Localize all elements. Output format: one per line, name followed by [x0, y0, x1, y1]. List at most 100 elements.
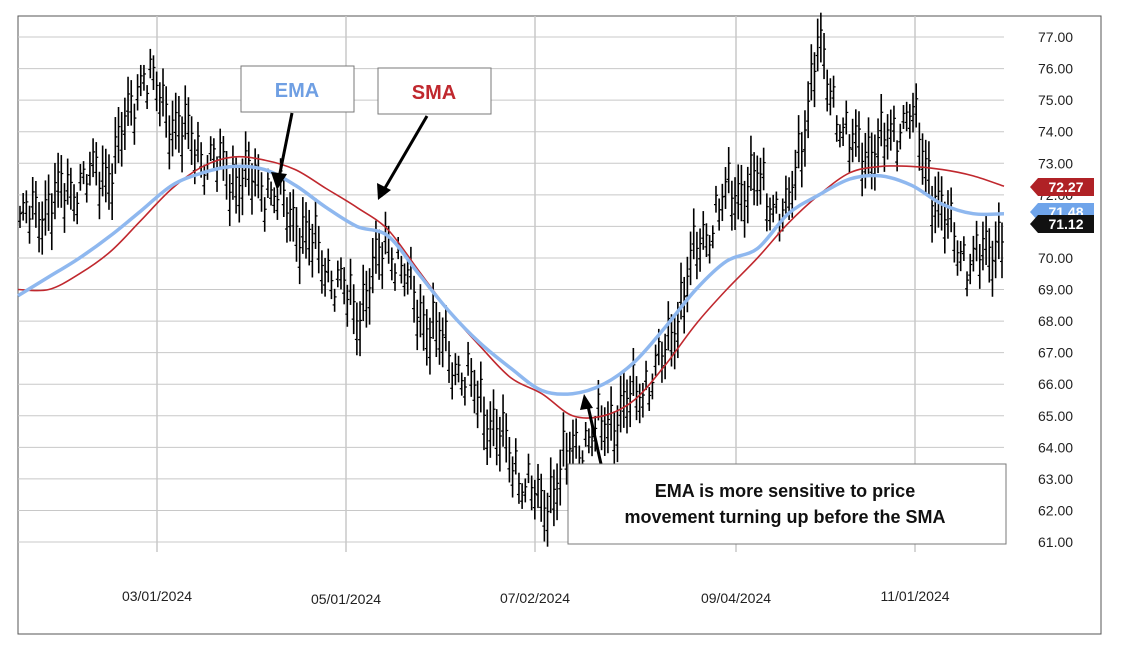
price-bar	[713, 185, 718, 213]
price-bar	[202, 164, 207, 195]
price-bar	[933, 176, 938, 234]
price-bar	[62, 183, 67, 233]
price-bar	[885, 114, 890, 160]
price-bar	[844, 100, 849, 135]
price-bar	[161, 68, 166, 117]
sma-label-box	[377, 67, 492, 115]
price-bar	[30, 177, 35, 220]
sensitivity-callout: EMA is more sensitive to price movement …	[567, 394, 1007, 545]
price-bar	[148, 48, 153, 79]
price-bar	[94, 142, 99, 186]
price-bar	[345, 284, 350, 327]
y-axis-tick-labels: 61.00 62.00 63.00 64.00 65.00 66.00 67.00 68.00…	[1038, 29, 1073, 550]
price-bar	[180, 116, 185, 173]
price-bar	[961, 236, 966, 261]
price-bar	[837, 124, 842, 148]
price-bar	[304, 202, 309, 259]
price-bar	[211, 138, 216, 169]
price-bar	[173, 92, 178, 150]
price-bar	[421, 295, 426, 351]
price-bar	[802, 110, 807, 167]
price-bar	[462, 377, 467, 406]
price-bar	[710, 225, 715, 249]
price-bar	[637, 383, 642, 424]
y-tick-label: 67.00	[1038, 345, 1073, 361]
price-bar	[284, 197, 289, 243]
price-bar	[812, 52, 817, 108]
price-bar	[138, 64, 143, 97]
price-bar	[288, 192, 293, 242]
price-bar	[914, 83, 919, 128]
price-bar	[570, 419, 575, 465]
price-bar	[81, 161, 86, 185]
price-bar	[351, 284, 356, 335]
price-bar	[43, 180, 48, 236]
price-bar	[520, 483, 525, 509]
price-bar	[841, 117, 846, 147]
last-value-badges: 71.48 72.27 71.12	[1030, 178, 1094, 233]
price-bar	[183, 85, 188, 140]
price-bar	[116, 106, 121, 164]
price-bar	[68, 167, 73, 210]
price-bar	[618, 375, 623, 433]
price-bar	[281, 175, 286, 218]
price-bar	[539, 473, 544, 522]
price-bar	[694, 231, 699, 280]
price-bar	[393, 263, 398, 291]
price-bar	[129, 80, 134, 126]
price-bar	[56, 152, 61, 208]
price-bar	[640, 382, 645, 418]
price-bar	[930, 185, 935, 243]
price-bar	[768, 197, 773, 231]
price-bar	[195, 121, 200, 163]
sma-label-arrow-head	[377, 183, 391, 200]
price-bar	[176, 96, 181, 153]
price-bar	[809, 44, 814, 101]
price-bar	[605, 401, 610, 454]
price-bar	[564, 432, 569, 485]
price-bar	[504, 413, 509, 463]
price-bar	[856, 111, 861, 163]
price-bar	[615, 405, 620, 463]
price-bar	[847, 134, 852, 173]
price-bar	[300, 197, 305, 254]
ema-line	[17, 164, 1005, 396]
price-bar	[707, 235, 712, 264]
price-bar	[647, 387, 652, 411]
price-bar	[516, 472, 521, 504]
price-bar	[157, 82, 162, 127]
price-bar	[106, 154, 111, 210]
price-bar	[167, 115, 172, 170]
price-bar	[87, 151, 92, 186]
price-bar	[758, 157, 763, 205]
price-bar	[536, 463, 541, 509]
price-bar	[52, 162, 57, 220]
price-bar	[869, 132, 874, 190]
price-bar	[72, 184, 77, 222]
price-bar	[33, 181, 38, 228]
price-bar	[825, 69, 830, 112]
price-bar	[586, 428, 591, 454]
price-bar	[904, 101, 909, 132]
price-bar	[624, 379, 629, 434]
price-bar	[990, 240, 995, 297]
price-bar	[478, 361, 483, 413]
price-bar	[402, 263, 407, 297]
price-bar	[126, 76, 131, 126]
price-bar	[272, 187, 277, 214]
price-bar	[218, 128, 223, 170]
price-bar	[354, 302, 359, 356]
price-bar	[761, 147, 766, 191]
price-bar	[698, 228, 703, 272]
price-bar	[621, 372, 626, 428]
y-tick-label: 64.00	[1038, 439, 1073, 455]
price-bar	[342, 267, 347, 305]
price-bar	[888, 109, 893, 151]
price-bar	[405, 256, 410, 295]
price-bar	[332, 288, 337, 312]
price-bar	[443, 305, 448, 352]
price-bar	[987, 228, 992, 283]
svg-text:72.27: 72.27	[1048, 179, 1083, 195]
price-bar	[313, 198, 318, 249]
